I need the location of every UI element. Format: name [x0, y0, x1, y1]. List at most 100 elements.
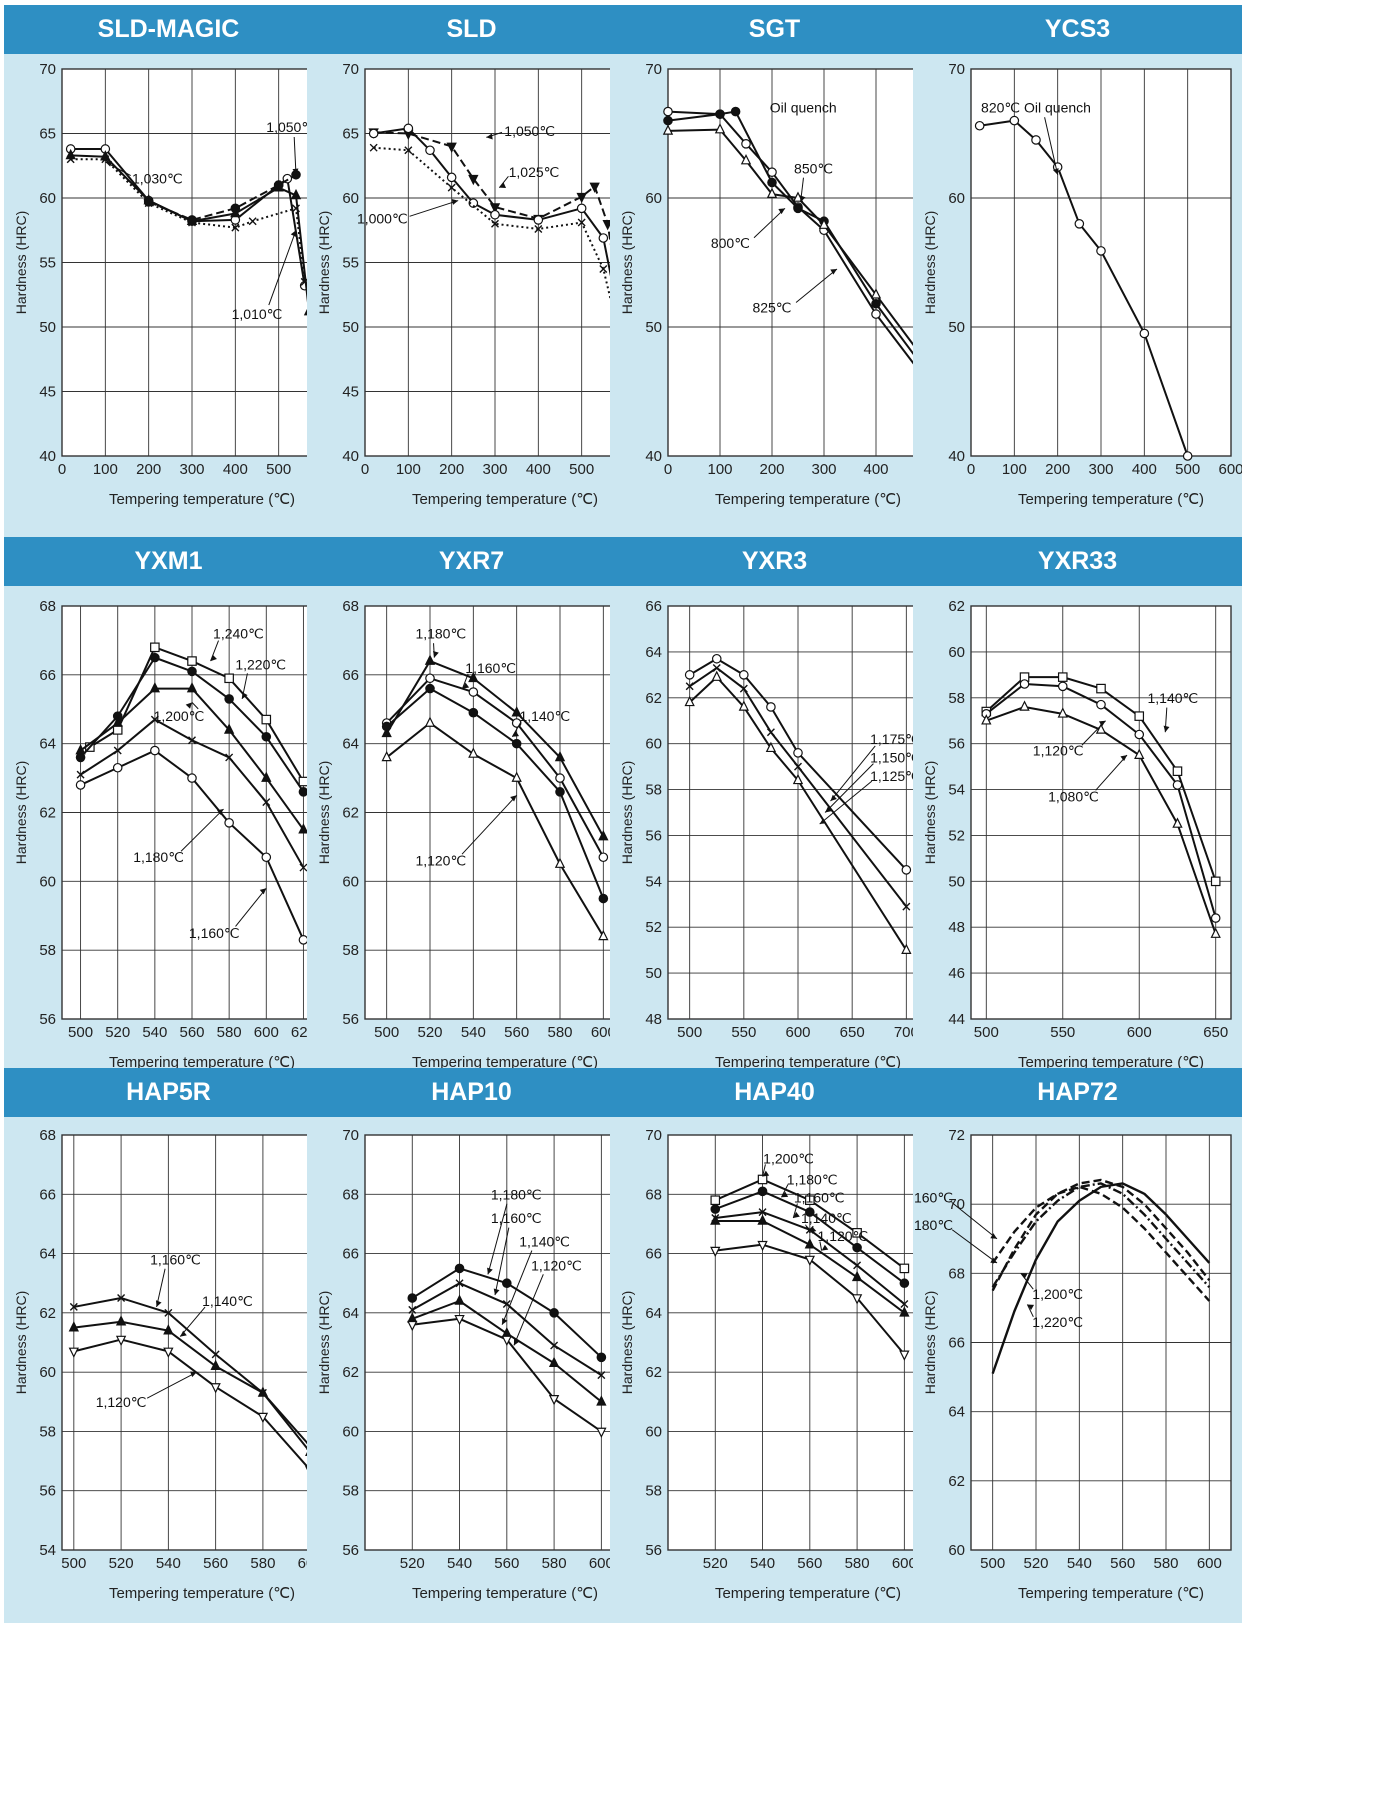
- data-point: [511, 706, 522, 717]
- y-tick-label: 62: [948, 1473, 965, 1490]
- data-point: [248, 217, 257, 226]
- data-point: [66, 155, 75, 164]
- plot-area: [970, 605, 1232, 1020]
- data-point: [766, 728, 775, 737]
- data-point: [548, 1395, 560, 1406]
- annotation-label: 1,010℃: [232, 306, 283, 322]
- x-tick-label: 560: [179, 1024, 204, 1041]
- arrow-head: [1027, 1304, 1035, 1311]
- data-point: [224, 694, 234, 704]
- data-point: [150, 745, 160, 756]
- x-tick-label: 560: [1110, 1555, 1135, 1572]
- data-point: [730, 106, 741, 117]
- x-axis-label: Tempering temperature (℃): [715, 1054, 901, 1071]
- series-1: [408, 1279, 606, 1380]
- y-tick-label: 60: [39, 1364, 56, 1381]
- data-point: [899, 1263, 910, 1274]
- series-1: [68, 1315, 316, 1456]
- series-2: [991, 1178, 1211, 1292]
- data-point: [425, 673, 435, 684]
- x-tick-label: 400: [223, 461, 248, 478]
- data-point: [501, 1335, 512, 1347]
- annotation-arrow: [293, 136, 297, 175]
- chart-panel: HAP10 520 540 560 580 600 56 58 60 62 64 66 68 70 Temp…: [307, 1068, 636, 1623]
- annotation-arrow: [146, 1371, 197, 1399]
- data-point: [188, 736, 196, 745]
- arrow-head: [486, 133, 493, 140]
- data-point: [550, 1341, 559, 1350]
- y-tick-label: 56: [645, 1542, 662, 1559]
- x-tick-label: 0: [58, 461, 66, 478]
- y-axis-label: Hardness (HRC): [13, 211, 29, 314]
- y-tick-label: 66: [342, 667, 359, 684]
- annotation-arrow: [494, 1227, 510, 1296]
- series-4: [75, 745, 309, 945]
- series-line: [70, 158, 306, 282]
- data-point: [75, 752, 86, 763]
- arrow-head: [799, 195, 806, 202]
- chart-title: SLD: [307, 5, 636, 54]
- series-3: [407, 1314, 607, 1438]
- annotation-label: 1,160℃: [150, 1252, 201, 1268]
- chart-title: SLD-MAGIC: [4, 5, 333, 54]
- y-tick-label: 72: [948, 1127, 965, 1144]
- annotation-label: 1,050℃: [266, 119, 317, 135]
- x-tick-label: 500: [569, 461, 594, 478]
- data-point: [257, 1386, 269, 1397]
- data-point: [115, 1335, 127, 1347]
- data-point: [446, 142, 457, 153]
- y-tick-label: 68: [39, 598, 56, 615]
- y-tick-label: 55: [342, 255, 359, 272]
- y-tick-label: 64: [948, 1404, 965, 1421]
- annotation-arrow: [156, 1268, 166, 1308]
- series-4: [710, 1240, 910, 1361]
- data-point: [381, 750, 392, 762]
- data-point: [1019, 700, 1030, 711]
- annotation-label: Oil quench: [770, 100, 837, 116]
- data-point: [710, 1246, 721, 1258]
- series-1: [991, 1182, 1211, 1288]
- data-point: [684, 670, 695, 680]
- x-axis-label: Tempering temperature (℃): [412, 1585, 598, 1602]
- plot-area: [667, 68, 929, 457]
- data-point: [554, 750, 566, 762]
- data-point: [685, 682, 694, 691]
- y-tick-label: 40: [645, 448, 662, 465]
- x-tick-label: 200: [759, 461, 784, 478]
- data-point: [69, 1302, 78, 1311]
- y-tick-label: 66: [645, 1246, 662, 1263]
- y-tick-label: 64: [342, 736, 359, 753]
- y-tick-label: 60: [342, 190, 359, 207]
- data-point: [851, 1270, 863, 1282]
- data-point: [408, 1305, 417, 1314]
- y-tick-label: 65: [39, 126, 56, 143]
- x-tick-label: 650: [1203, 1024, 1228, 1041]
- series-line: [386, 687, 605, 899]
- data-point: [899, 1278, 910, 1289]
- data-point: [163, 1347, 174, 1358]
- y-tick-label: 56: [342, 1542, 359, 1559]
- chart-svg: 0 100 200 300 400 500 600 40 50 60 70 Tempering tem…: [922, 61, 1242, 508]
- x-axis-label: Tempering temperature (℃): [412, 1054, 598, 1071]
- data-point: [262, 798, 271, 807]
- y-tick-label: 40: [948, 448, 965, 465]
- chart-title: HAP72: [913, 1068, 1242, 1117]
- x-tick-label: 0: [664, 461, 672, 478]
- series-line: [991, 1185, 1211, 1302]
- y-tick-label: 70: [39, 61, 56, 78]
- x-axis-label: Tempering temperature (℃): [715, 1585, 901, 1602]
- data-point: [75, 780, 86, 790]
- data-point: [407, 1320, 418, 1332]
- data-point: [712, 663, 721, 672]
- y-tick-label: 68: [39, 1127, 56, 1144]
- annotation-arrow: [824, 763, 874, 813]
- data-point: [757, 1186, 768, 1197]
- y-axis-label: Hardness (HRC): [922, 211, 938, 314]
- x-tick-label: 580: [845, 1555, 870, 1572]
- y-tick-label: 48: [948, 919, 965, 936]
- y-tick-label: 58: [342, 942, 359, 959]
- series-2: [684, 670, 912, 954]
- y-tick-label: 60: [342, 873, 359, 890]
- data-point: [1074, 219, 1085, 229]
- data-point: [710, 1195, 721, 1206]
